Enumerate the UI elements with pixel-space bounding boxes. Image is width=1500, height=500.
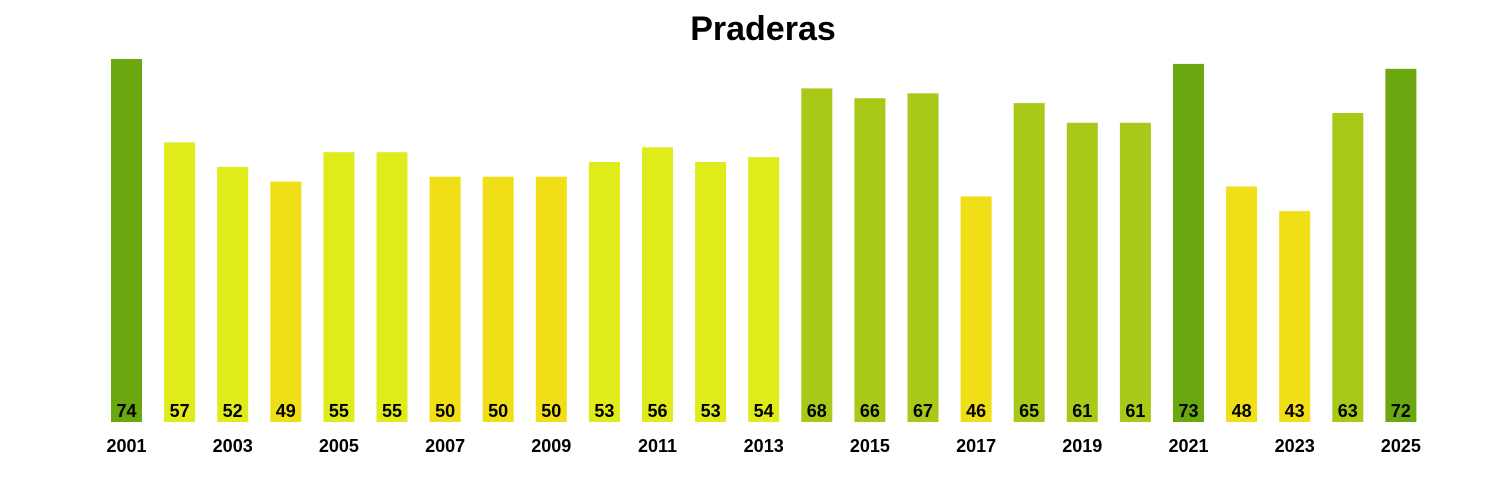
value-label-2020: 61 [1125, 401, 1145, 421]
bar-2016 [907, 93, 939, 423]
x-tick-label-2025: 2025 [1381, 436, 1421, 456]
value-label-2019: 61 [1072, 401, 1092, 421]
bar-2006 [376, 152, 408, 422]
x-tick-label-2015: 2015 [850, 436, 890, 456]
chart-title: Praderas [690, 10, 836, 48]
value-label-2008: 50 [488, 401, 508, 421]
value-label-2015: 66 [860, 401, 880, 421]
value-label-2009: 50 [541, 401, 561, 421]
x-tick-label-2023: 2023 [1275, 436, 1315, 456]
bar-2007 [429, 176, 461, 422]
bar-2004 [270, 181, 302, 422]
bar-2012 [695, 162, 727, 422]
value-label-2005: 55 [329, 401, 349, 421]
bar-2017 [960, 196, 992, 422]
bar-2013 [748, 157, 780, 422]
value-label-2002: 57 [170, 401, 190, 421]
bar-2018 [1013, 103, 1045, 422]
x-tick-label-2019: 2019 [1062, 436, 1102, 456]
bar-2003 [217, 166, 249, 422]
x-tick-label-2021: 2021 [1168, 436, 1208, 456]
x-tick-label-2009: 2009 [531, 436, 571, 456]
value-label-2024: 63 [1338, 401, 1358, 421]
x-tick-label-2003: 2003 [213, 436, 253, 456]
bar-2019 [1066, 122, 1098, 423]
value-label-2012: 53 [701, 401, 721, 421]
bar-2023 [1279, 211, 1311, 422]
bar-2020 [1119, 122, 1151, 423]
value-label-2001: 74 [116, 401, 136, 421]
bar-2014 [801, 88, 833, 423]
x-tick-label-2001: 2001 [106, 436, 146, 456]
bar-2011 [642, 147, 673, 423]
value-label-2010: 53 [594, 401, 614, 421]
value-label-2017: 46 [966, 401, 986, 421]
bar-2008 [482, 176, 514, 422]
value-label-2003: 52 [223, 401, 243, 421]
bar-2025 [1385, 68, 1417, 423]
value-label-2004: 49 [276, 401, 296, 421]
bar-2005 [323, 152, 355, 422]
value-label-2006: 55 [382, 401, 402, 421]
x-tick-label-2017: 2017 [956, 436, 996, 456]
value-label-2023: 43 [1285, 401, 1305, 421]
value-label-2021: 73 [1178, 401, 1198, 421]
value-label-2018: 65 [1019, 401, 1039, 421]
bar-2021 [1173, 63, 1204, 423]
bar-2001 [111, 59, 142, 422]
value-label-2022: 48 [1232, 401, 1252, 421]
value-label-2014: 68 [807, 401, 827, 421]
value-label-2013: 54 [754, 401, 774, 421]
x-tick-label-2011: 2011 [638, 436, 677, 456]
value-label-2025: 72 [1391, 401, 1411, 421]
value-label-2007: 50 [435, 401, 455, 421]
value-label-2011: 56 [647, 401, 667, 421]
x-tick-label-2005: 2005 [319, 436, 359, 456]
bar-2009 [535, 176, 567, 422]
bar-2015 [854, 98, 886, 422]
bar-2010 [588, 162, 620, 422]
bar-2002 [164, 142, 196, 422]
bar-2022 [1226, 186, 1258, 422]
bar-2024 [1332, 113, 1364, 422]
x-tick-label-2007: 2007 [425, 436, 465, 456]
x-tick-label-2013: 2013 [744, 436, 784, 456]
value-label-2016: 67 [913, 401, 933, 421]
